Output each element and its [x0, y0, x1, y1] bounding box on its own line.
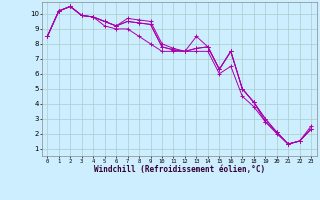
- X-axis label: Windchill (Refroidissement éolien,°C): Windchill (Refroidissement éolien,°C): [94, 165, 265, 174]
